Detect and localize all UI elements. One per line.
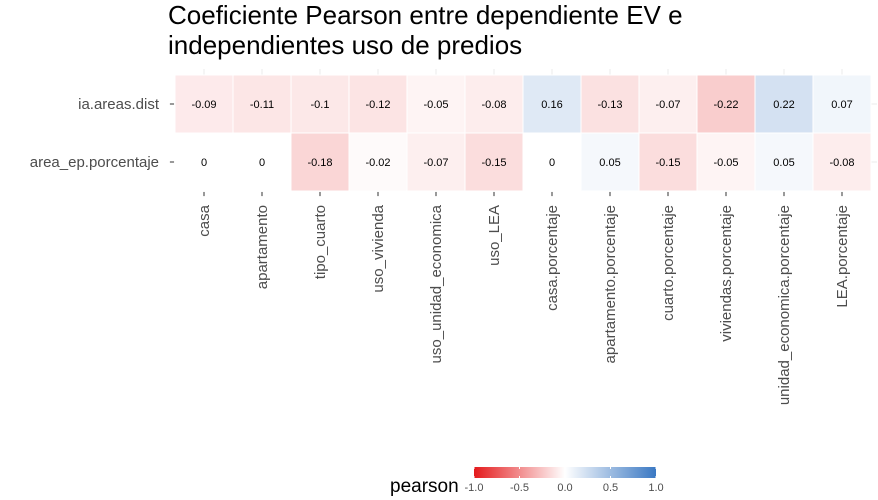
cell-value-label: -0.07 xyxy=(423,157,448,169)
cell-value-label: 0.07 xyxy=(831,99,852,111)
cell-value-label: -0.11 xyxy=(250,99,274,111)
column-label: casa.porcentaje xyxy=(544,205,561,311)
column-labels: casa apartamento tipo_cuarto uso_vivienda us… xyxy=(196,192,851,405)
column-label: uso_vivienda xyxy=(370,204,387,292)
cell-value-label: -0.02 xyxy=(365,157,390,169)
cell-value-label: -0.13 xyxy=(597,99,622,111)
column-label: viviendas.porcentaje xyxy=(718,205,735,342)
heatmap-cell xyxy=(638,132,698,192)
heatmap-cell xyxy=(812,74,872,134)
cell-value-label: 0 xyxy=(259,157,265,169)
column-label: tipo_cuarto xyxy=(312,205,329,279)
legend-colorbar xyxy=(474,467,656,478)
column-label: uso_LEA xyxy=(486,205,503,266)
legend-title: pearson xyxy=(390,476,459,497)
heatmap-cell xyxy=(290,132,350,192)
chart-title-line-1: Coeficiente Pearson entre dependiente EV… xyxy=(168,0,683,30)
column-label: apartamento.porcentaje xyxy=(602,205,619,363)
column-label: apartamento xyxy=(254,205,271,289)
legend-tick-label: 0.0 xyxy=(557,482,572,494)
column-label: casa xyxy=(196,204,213,236)
cell-value-label: -0.15 xyxy=(655,157,680,169)
heatmap-cell xyxy=(406,132,466,192)
heatmap-cell xyxy=(464,74,524,134)
column-label: LEA.porcentaje xyxy=(834,205,851,308)
heatmap-cell xyxy=(522,74,582,134)
heatmap-cell xyxy=(754,132,814,192)
heatmap-cell xyxy=(812,132,872,192)
cell-value-label: -0.08 xyxy=(481,99,506,111)
heatmap-cell xyxy=(232,132,292,192)
cell-value-label: -0.07 xyxy=(655,99,680,111)
cell-value-label: 0 xyxy=(201,157,207,169)
heatmap-cell xyxy=(580,132,640,192)
legend-tick-label: 1.0 xyxy=(648,482,663,494)
cell-value-label: -0.09 xyxy=(191,99,216,111)
column-label: cuarto.porcentaje xyxy=(660,205,677,321)
cell-value-label: -0.1 xyxy=(311,99,330,111)
heatmap-cell xyxy=(696,74,756,134)
heatmap-cell xyxy=(348,132,408,192)
row-labels: ia.areas.dist area_ep.porcentaje xyxy=(30,96,174,171)
legend-tick-label: -0.5 xyxy=(510,482,529,494)
cell-value-label: -0.15 xyxy=(481,157,506,169)
cell-value-label: 0.05 xyxy=(599,157,620,169)
heatmap-cell xyxy=(580,74,640,134)
cell-value-label: 0.22 xyxy=(773,99,794,111)
cell-value-label: -0.12 xyxy=(365,99,390,111)
column-label: unidad_economica.porcentaje xyxy=(776,205,793,405)
column-label: uso_unidad_economica xyxy=(428,204,445,363)
legend-tick-label: -1.0 xyxy=(465,482,484,494)
heatmap-cells: -0.09 -0.11 -0.1 -0.12 -0.05 -0.08 0.16 -0.13 -0… xyxy=(174,74,872,192)
heatmap-cell xyxy=(290,74,350,134)
legend-ticks: -1.0 -0.5 0.0 0.5 1.0 xyxy=(465,467,664,494)
cell-value-label: 0 xyxy=(549,157,555,169)
heatmap-cell xyxy=(754,74,814,134)
cell-value-label: -0.08 xyxy=(829,157,854,169)
row-label: area_ep.porcentaje xyxy=(30,154,159,171)
heatmap-cell xyxy=(174,132,234,192)
legend-tick-label: 0.5 xyxy=(603,482,618,494)
row-label: ia.areas.dist xyxy=(78,96,160,113)
cell-value-label: -0.22 xyxy=(713,99,738,111)
cell-value-label: 0.16 xyxy=(541,99,562,111)
heatmap-cell xyxy=(696,132,756,192)
cell-value-label: -0.05 xyxy=(713,157,738,169)
legend: pearson -1.0 -0.5 0.0 0.5 1.0 xyxy=(390,467,664,497)
cell-value-label: -0.05 xyxy=(423,99,448,111)
heatmap-cell xyxy=(464,132,524,192)
cell-value-label: -0.18 xyxy=(307,157,332,169)
chart-title-line-2: independientes uso de predios xyxy=(168,30,522,60)
cell-value-label: 0.05 xyxy=(773,157,794,169)
